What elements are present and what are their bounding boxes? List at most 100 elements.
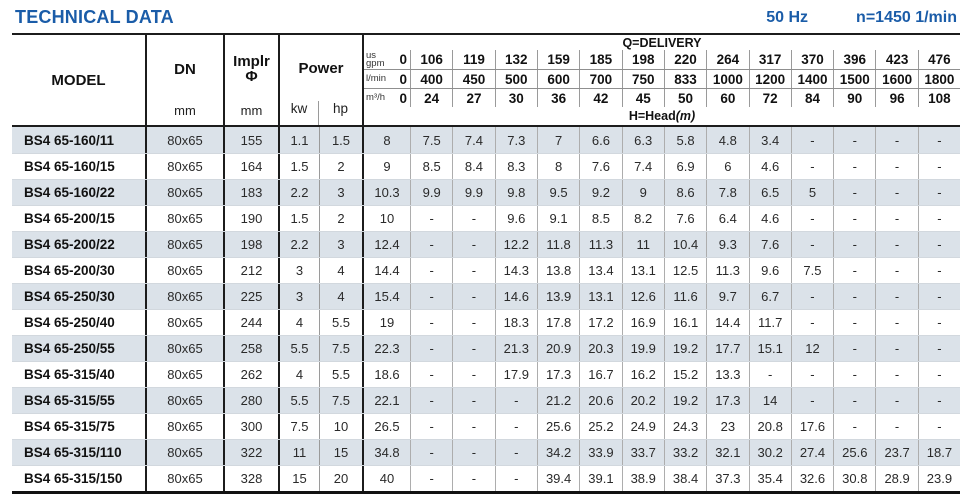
head-value: 24.9 bbox=[621, 414, 664, 439]
head-value: 9.1 bbox=[536, 206, 579, 231]
head-value: 17.3 bbox=[536, 362, 579, 387]
model-cell: BS4 65-250/30 bbox=[12, 284, 147, 309]
head-value: - bbox=[452, 414, 494, 439]
head-value: 7.5 bbox=[790, 258, 833, 283]
flow-value: 27 bbox=[452, 89, 494, 107]
power-kw-cell: 2.2 bbox=[280, 180, 320, 205]
flow-value: 159 bbox=[536, 50, 579, 69]
head-value-q0: 15.4 bbox=[374, 289, 400, 304]
head-value: - bbox=[917, 414, 960, 439]
head-value: - bbox=[833, 206, 875, 231]
head-value: 8.4 bbox=[452, 154, 494, 179]
head-value: - bbox=[917, 284, 960, 309]
head-value: 6 bbox=[706, 154, 748, 179]
head-value: 14.6 bbox=[494, 284, 537, 309]
head-value: - bbox=[790, 388, 833, 413]
header-model: MODEL bbox=[12, 35, 147, 125]
head-value: 9.9 bbox=[410, 180, 452, 205]
head-value: - bbox=[917, 206, 960, 231]
head-value: - bbox=[410, 414, 452, 439]
head-values: 10.3 9.9 9.9 9.8 9.5 9.2 9 8.6 7.8 6.5 5- - - bbox=[364, 180, 960, 205]
head-value: 30.8 bbox=[833, 466, 875, 491]
head-unit-label: (m) bbox=[675, 109, 696, 123]
technical-data-table: MODEL DN mm Implr Φ mm Power kw hp bbox=[12, 33, 960, 494]
head-value: 6.3 bbox=[621, 127, 664, 153]
impeller-diameter-cell: 280 bbox=[225, 388, 280, 413]
head-value: - bbox=[833, 258, 875, 283]
head-value: 34.2 bbox=[536, 440, 579, 465]
head-value: - bbox=[748, 362, 791, 387]
head-value: 20.8 bbox=[748, 414, 791, 439]
flow-value: 1200 bbox=[748, 70, 791, 88]
head-value-q0: 34.8 bbox=[374, 445, 400, 460]
flow-value: 833 bbox=[663, 70, 706, 88]
head-value: 9.9 bbox=[452, 180, 494, 205]
head-value: 7.4 bbox=[452, 127, 494, 153]
power-kw-cell: 5.5 bbox=[280, 336, 320, 361]
power-kw-cell: 1.1 bbox=[280, 127, 320, 153]
flow-value: 1400 bbox=[790, 70, 833, 88]
head-value: 8 bbox=[536, 154, 579, 179]
table-row: BS4 65-315/40 80x65 262 4 5.5 18.6 - -17.… bbox=[12, 361, 960, 387]
dn-cell: 80x65 bbox=[147, 310, 225, 335]
head-value: - bbox=[790, 310, 833, 335]
head-value: - bbox=[410, 258, 452, 283]
flow-value: 198 bbox=[621, 50, 664, 69]
head-value-q0: 10.3 bbox=[374, 185, 400, 200]
head-value: - bbox=[917, 336, 960, 361]
impeller-diameter-symbol: Φ bbox=[245, 68, 258, 85]
head-value: 38.9 bbox=[621, 466, 664, 491]
flow-value: 750 bbox=[621, 70, 664, 88]
head-value: 11.3 bbox=[706, 258, 748, 283]
head-value: 12.5 bbox=[663, 258, 706, 283]
dn-cell: 80x65 bbox=[147, 180, 225, 205]
head-value: 11.6 bbox=[663, 284, 706, 309]
impeller-unit-label: mm bbox=[240, 103, 263, 118]
head-value: - bbox=[494, 414, 537, 439]
head-value: 17.2 bbox=[579, 310, 621, 335]
head-value: - bbox=[410, 466, 452, 491]
head-value: 11.8 bbox=[536, 232, 579, 257]
head-value: 24.3 bbox=[663, 414, 706, 439]
head-value: 6.7 bbox=[748, 284, 791, 309]
head-value: 23 bbox=[706, 414, 748, 439]
flow-zero-value: 0 bbox=[399, 52, 407, 67]
head-value: - bbox=[410, 232, 452, 257]
head-value: - bbox=[833, 388, 875, 413]
head-value: - bbox=[410, 206, 452, 231]
dn-cell: 80x65 bbox=[147, 154, 225, 179]
head-value: 28.9 bbox=[875, 466, 917, 491]
impeller-diameter-cell: 258 bbox=[225, 336, 280, 361]
power-hp-cell: 15 bbox=[320, 440, 364, 465]
head-value: 6.6 bbox=[579, 127, 621, 153]
head-value: - bbox=[833, 127, 875, 153]
dn-cell: 80x65 bbox=[147, 362, 225, 387]
head-value: - bbox=[875, 154, 917, 179]
head-value: 39.4 bbox=[536, 466, 579, 491]
head-value: 13.3 bbox=[706, 362, 748, 387]
flow-unit-row: us gpm 0 106 119 132 159 185 198 220 264 317 370 3… bbox=[364, 50, 960, 69]
head-value: 9.8 bbox=[494, 180, 537, 205]
flow-value: 1800 bbox=[917, 70, 960, 88]
model-cell: BS4 65-250/55 bbox=[12, 336, 147, 361]
head-value: - bbox=[790, 362, 833, 387]
impeller-diameter-cell: 198 bbox=[225, 232, 280, 257]
head-value-q0: 18.6 bbox=[374, 367, 400, 382]
flow-values: 24 27 30 36 42 45 50 60 72 84 90 96 108 bbox=[410, 89, 960, 107]
head-value: 14 bbox=[748, 388, 791, 413]
power-kw-cell: 1.5 bbox=[280, 206, 320, 231]
head-value: 23.7 bbox=[875, 440, 917, 465]
flow-value: 476 bbox=[917, 50, 960, 69]
flow-value: 220 bbox=[663, 50, 706, 69]
head-value: 11.7 bbox=[748, 310, 791, 335]
head-value: - bbox=[452, 232, 494, 257]
table-row: BS4 65-315/110 80x65 322 11 15 34.8 ---3… bbox=[12, 439, 960, 465]
head-value: - bbox=[790, 284, 833, 309]
head-value: - bbox=[917, 127, 960, 153]
head-value: - bbox=[875, 388, 917, 413]
flow-unit-label: m³/h bbox=[366, 93, 399, 103]
model-cell: BS4 65-315/55 bbox=[12, 388, 147, 413]
head-value: 8.5 bbox=[410, 154, 452, 179]
impeller-diameter-cell: 225 bbox=[225, 284, 280, 309]
spec-labels: 50 Hz n=1450 1/min bbox=[766, 9, 957, 27]
